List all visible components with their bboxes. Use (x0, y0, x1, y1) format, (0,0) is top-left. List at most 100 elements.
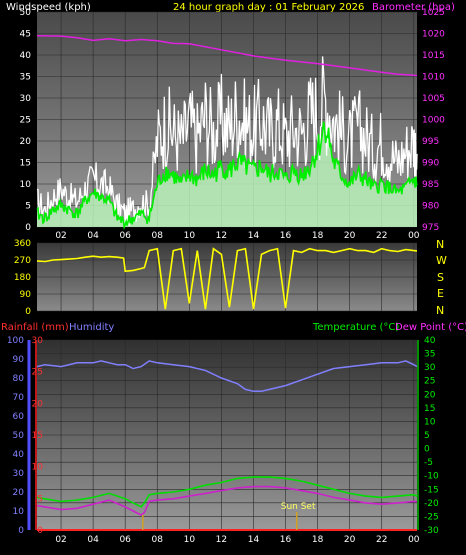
barometer-y-tick: 1010 (422, 73, 445, 83)
x-tick: 14 (248, 231, 260, 241)
barometer-y-tick: 975 (422, 223, 439, 233)
barometer-line (36, 34, 418, 77)
temperature-label: Temperature (°C) (312, 322, 399, 333)
wind-y-tick: 25 (20, 116, 31, 126)
direction-y-tick: 360 (14, 239, 31, 249)
wind-y-tick: 30 (20, 94, 32, 104)
compass-n-top: N (436, 238, 444, 251)
direction-y-tick: 0 (25, 307, 31, 317)
wind-gust-line (36, 56, 418, 227)
temperature-y-tick: 30 (424, 363, 436, 373)
rain-y-tick: 15 (32, 431, 43, 441)
x-tick: 04 (87, 535, 99, 545)
temperature-y-tick: -20 (424, 499, 439, 509)
rainfall-label: Rainfall (mm) (1, 322, 69, 333)
humidity-y-tick: 10 (13, 507, 25, 517)
wind-y-tick: 40 (20, 51, 32, 61)
barometer-y-tick: 1005 (422, 94, 445, 104)
humidity-y-tick: 100 (7, 336, 24, 346)
temperature-y-tick: 20 (424, 390, 436, 400)
barometer-y-tick: 985 (422, 180, 439, 190)
wind-y-tick: 35 (20, 73, 31, 83)
temperature-y-tick: -30 (424, 526, 439, 536)
humidity-y-tick: 40 (13, 450, 25, 460)
temperature-y-tick: -15 (424, 485, 439, 495)
temperature-y-tick: -25 (424, 512, 439, 522)
x-tick: 10 (184, 535, 196, 545)
temperature-y-tick: 5 (424, 431, 430, 441)
dew-point-label: Dew Point (°C) (395, 322, 466, 333)
humidity-y-tick: 90 (13, 355, 25, 365)
direction-y-tick: 180 (14, 273, 31, 283)
dew-point-line (36, 485, 417, 517)
temperature-y-tick: 25 (424, 377, 435, 387)
x-tick: 16 (280, 535, 292, 545)
wind-y-tick: 15 (20, 159, 31, 169)
x-tick: 02 (55, 535, 66, 545)
x-tick: 14 (248, 535, 260, 545)
barometer-y-tick: 980 (422, 202, 439, 212)
x-tick: 00 (408, 231, 420, 241)
wind-y-tick: 45 (20, 30, 31, 40)
x-tick: 02 (55, 231, 66, 241)
temperature-y-tick: 15 (424, 404, 435, 414)
x-tick: 22 (376, 231, 387, 241)
x-tick: 10 (184, 231, 196, 241)
barometer-y-tick: 1000 (422, 116, 445, 126)
windspeed-label: Windspeed (kph) (6, 2, 91, 13)
wind-direction-line (36, 247, 418, 310)
x-tick: 06 (119, 231, 131, 241)
barometer-y-tick: 1020 (422, 30, 445, 40)
temperature-line (36, 476, 418, 508)
x-tick: 18 (312, 231, 324, 241)
temperature-y-tick: 40 (424, 336, 436, 346)
compass-s: S (437, 271, 444, 284)
direction-y-tick: 90 (20, 290, 32, 300)
x-tick: 04 (87, 231, 99, 241)
rain-y-tick: 0 (37, 526, 43, 536)
humidity-line (36, 360, 418, 393)
rain-y-tick: 10 (32, 463, 44, 473)
wind-y-tick: 50 (20, 8, 32, 18)
compass-n-bottom: N (436, 304, 444, 317)
direction-y-tick: 270 (14, 256, 31, 266)
barometer-y-tick: 995 (422, 137, 439, 147)
humidity-y-tick: 30 (13, 469, 25, 479)
wind-y-tick: 10 (20, 180, 32, 190)
compass-e: E (437, 287, 444, 300)
humidity-label: Humidity (69, 322, 114, 333)
rain-y-tick: 5 (37, 494, 43, 504)
sunset-label: Sun Set (281, 502, 316, 512)
humidity-y-tick: 0 (18, 526, 24, 536)
rain-y-tick: 25 (32, 368, 43, 378)
rain-y-tick: 20 (32, 399, 44, 409)
humidity-y-tick: 60 (13, 412, 25, 422)
humidity-y-tick: 50 (13, 431, 25, 441)
wind-y-tick: 20 (20, 137, 32, 147)
barometer-y-tick: 1025 (422, 8, 445, 18)
wind-y-tick: 0 (25, 223, 31, 233)
temperature-y-tick: 0 (424, 445, 430, 455)
barometer-y-tick: 1015 (422, 51, 445, 61)
rain-y-tick: 30 (32, 336, 44, 346)
humidity-y-tick: 80 (13, 374, 25, 384)
x-tick: 22 (376, 535, 387, 545)
x-tick: 18 (312, 535, 324, 545)
x-tick: 20 (344, 535, 356, 545)
barometer-y-tick: 990 (422, 159, 439, 169)
graph-title: 24 hour graph day : 01 February 2026 (173, 2, 364, 13)
barometer-label: Barometer (hpa) (372, 2, 455, 13)
humidity-y-tick: 20 (13, 488, 25, 498)
compass-w: W (436, 254, 447, 267)
x-tick: 12 (216, 535, 227, 545)
temperature-y-tick: 10 (424, 417, 436, 427)
x-tick: 12 (216, 231, 227, 241)
x-tick: 20 (344, 231, 356, 241)
wind-y-tick: 5 (25, 202, 31, 212)
x-tick: 16 (280, 231, 292, 241)
x-tick: 08 (152, 231, 164, 241)
temperature-y-tick: 35 (424, 350, 435, 360)
temperature-y-tick: -10 (424, 472, 439, 482)
